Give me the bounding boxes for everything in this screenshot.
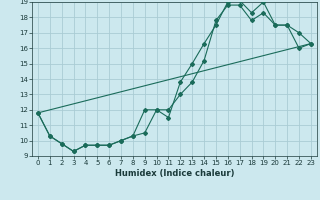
X-axis label: Humidex (Indice chaleur): Humidex (Indice chaleur)	[115, 169, 234, 178]
